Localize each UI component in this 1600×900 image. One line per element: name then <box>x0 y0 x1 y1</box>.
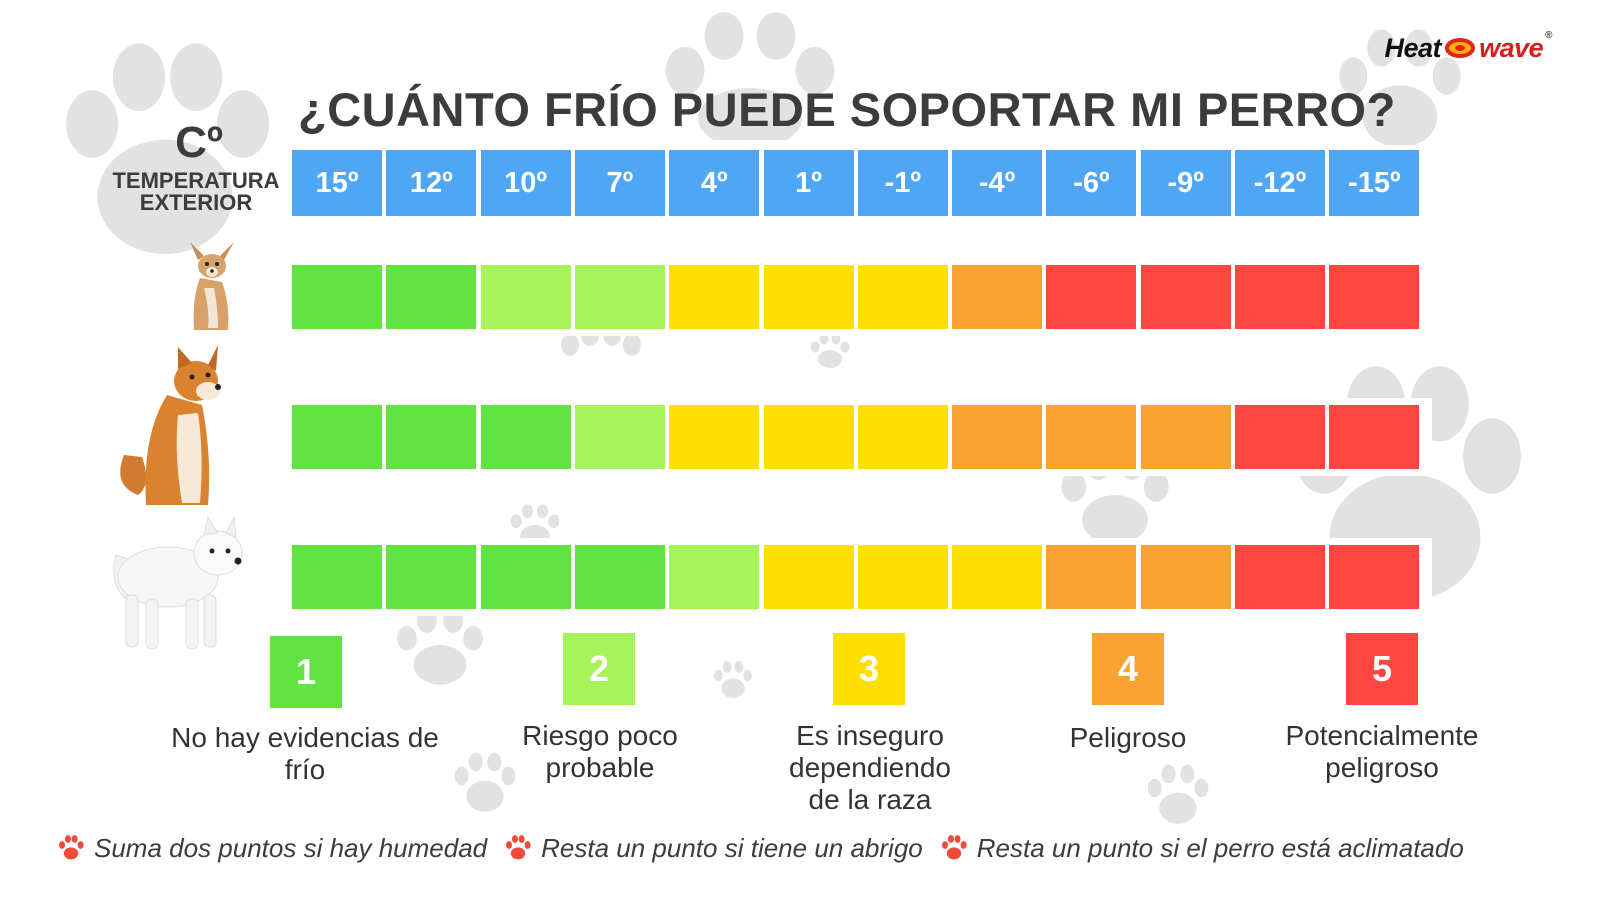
level-1-box: 1 <box>270 636 342 708</box>
risk-cell-level-5 <box>1235 405 1325 469</box>
risk-cell-level-1 <box>480 545 571 609</box>
level-3-box: 3 <box>833 633 905 705</box>
level-5-box: 5 <box>1346 633 1418 705</box>
temperature-header-cell: -4º <box>952 150 1043 216</box>
paw-print-icon <box>66 43 269 254</box>
risk-cell-level-5 <box>1046 265 1137 329</box>
level-2-text: Riesgo poco probable <box>522 720 678 783</box>
risk-cell-level-1 <box>292 405 382 469</box>
level-4-text: Peligroso <box>1069 722 1187 753</box>
temperature-header-cell: 7º <box>574 150 665 216</box>
note-acclimated: Resta un punto si el perro está aclimata… <box>939 833 1464 864</box>
temperature-header-cell: -12º <box>1235 150 1325 216</box>
chihuahua-icon <box>190 242 234 330</box>
risk-cell-level-2 <box>480 265 571 329</box>
temperature-header-cell: 10º <box>480 150 571 216</box>
logo-ring-icon <box>1445 38 1476 58</box>
risk-cell-level-3 <box>669 405 760 469</box>
shiba-inu-icon <box>120 345 221 505</box>
temperature-label: TEMPERATURA EXTERIOR <box>112 168 280 215</box>
risk-cell-level-3 <box>763 405 854 469</box>
risk-cell-level-1 <box>386 265 477 329</box>
level-2-box: 2 <box>563 633 635 705</box>
paw-print-icon <box>810 333 850 368</box>
risk-cell-level-2 <box>669 545 760 609</box>
risk-cell-level-1 <box>386 545 477 609</box>
paw-print-icon <box>1147 764 1209 824</box>
risk-cell-level-3 <box>763 265 854 329</box>
risk-cell-level-4 <box>1046 545 1137 609</box>
level-3-text: Es inseguro dependiendo de la raza <box>789 720 951 815</box>
risk-cell-level-2 <box>574 405 665 469</box>
page-title: ¿CUÁNTO FRÍO PUEDE SOPORTAR MI PERRO? <box>298 83 1396 136</box>
samoyed-icon <box>113 515 243 650</box>
paw-print-icon <box>713 660 753 699</box>
risk-cell-level-4 <box>1140 405 1231 469</box>
risk-cell-level-4 <box>952 405 1043 469</box>
unit-label: Cº <box>175 118 223 167</box>
paw-icon <box>941 835 967 860</box>
paw-print-icon <box>454 752 516 812</box>
risk-cell-level-1 <box>574 545 665 609</box>
temperature-header-cell: 12º <box>386 150 477 216</box>
risk-cell-level-4 <box>1046 405 1137 469</box>
risk-cell-level-5 <box>1329 265 1420 329</box>
note-coat: Resta un punto si tiene un abrigo <box>503 833 923 864</box>
risk-cell-level-1 <box>480 405 571 469</box>
risk-cell-level-4 <box>1140 545 1231 609</box>
risk-cell-level-5 <box>1329 405 1420 469</box>
risk-cell-level-3 <box>669 265 760 329</box>
risk-cell-level-3 <box>857 545 948 609</box>
temperature-header-cell: 4º <box>669 150 760 216</box>
level-4-box: 4 <box>1092 633 1164 705</box>
temperature-header-cell: 15º <box>292 150 382 216</box>
risk-cell-level-1 <box>292 265 382 329</box>
paw-icon <box>506 835 531 860</box>
risk-cell-level-3 <box>952 545 1043 609</box>
risk-cell-level-1 <box>292 545 382 609</box>
paw-icon <box>59 835 84 860</box>
risk-cell-level-5 <box>1140 265 1231 329</box>
temperature-header-cell: -6º <box>1046 150 1137 216</box>
temperature-header-cell: -9º <box>1140 150 1231 216</box>
notes-bar: Suma dos puntos si hay humedad Resta un … <box>56 830 1556 866</box>
risk-cell-level-3 <box>763 545 854 609</box>
risk-cell-level-3 <box>857 405 948 469</box>
risk-cell-level-5 <box>1235 545 1325 609</box>
temperature-header-cell: -1º <box>857 150 948 216</box>
risk-cell-level-5 <box>1329 545 1420 609</box>
risk-cell-level-2 <box>574 265 665 329</box>
temperature-header-cell: 1º <box>763 150 854 216</box>
heatwave-logo: Heat wave ® <box>1384 30 1553 63</box>
risk-cell-level-3 <box>857 265 948 329</box>
level-1-text: No hay evidencias de frío <box>171 722 439 785</box>
paw-print-icon <box>665 12 835 140</box>
temperature-header-cell: -15º <box>1329 150 1420 216</box>
risk-cell-level-5 <box>1235 265 1325 329</box>
level-5-text: Potencialmente peligroso <box>1285 720 1479 783</box>
risk-cell-level-1 <box>386 405 477 469</box>
note-humidity: Suma dos puntos si hay humedad <box>56 833 487 864</box>
risk-cell-level-4 <box>952 265 1043 329</box>
paw-print-icon <box>1339 29 1461 148</box>
